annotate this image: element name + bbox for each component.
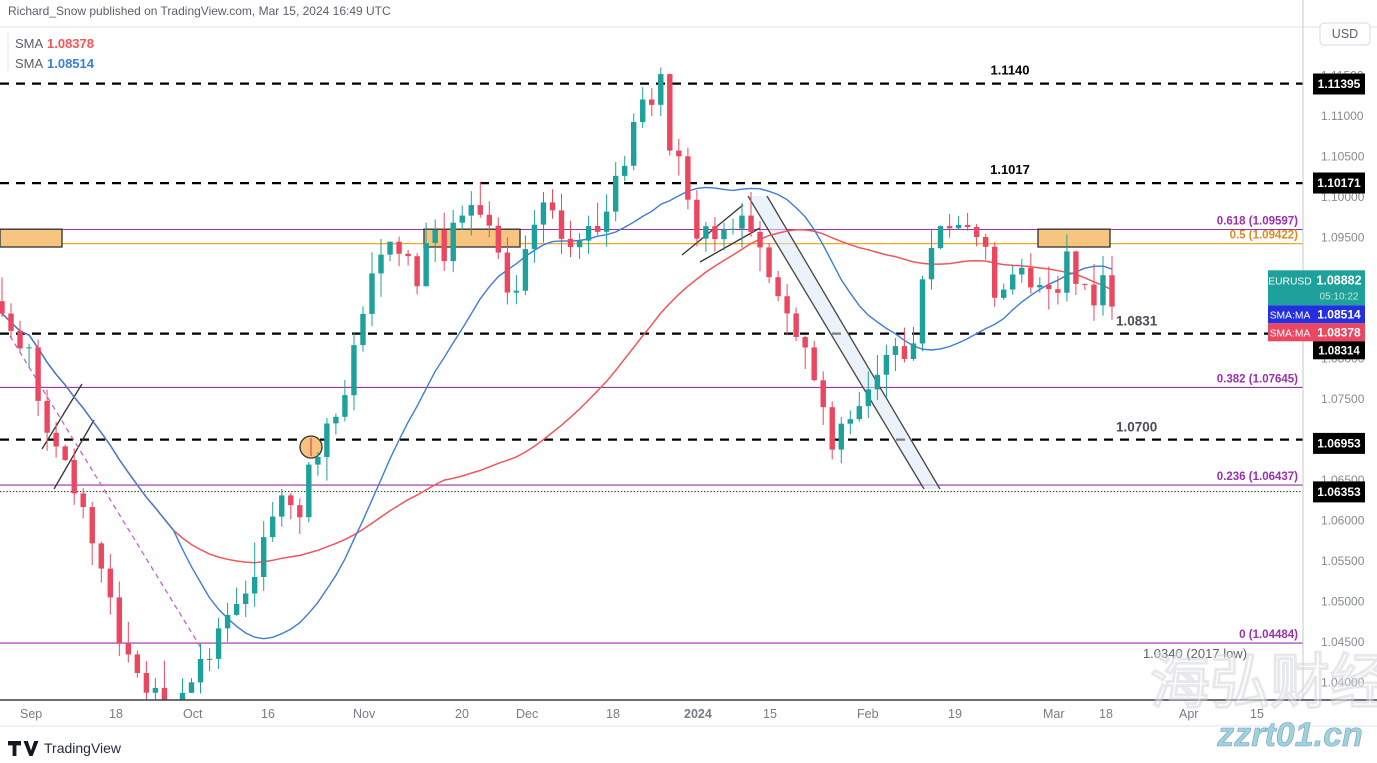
- svg-text:19: 19: [948, 707, 962, 721]
- svg-text:1.08514: 1.08514: [1317, 307, 1361, 321]
- svg-text:1.08882: 1.08882: [1316, 273, 1361, 287]
- svg-text:1.0831: 1.0831: [1116, 314, 1158, 329]
- svg-text:SMA:MA: SMA:MA: [1270, 328, 1311, 339]
- svg-text:Oct: Oct: [183, 707, 203, 721]
- svg-text:SMA: SMA: [15, 36, 44, 51]
- svg-text:Richard_Snow published on Trad: Richard_Snow published on TradingView.co…: [8, 4, 391, 18]
- svg-text:1.11395: 1.11395: [1318, 77, 1361, 91]
- svg-text:2024: 2024: [684, 707, 712, 721]
- svg-text:1.1140: 1.1140: [990, 63, 1029, 78]
- svg-text:18: 18: [109, 707, 123, 721]
- svg-text:Mar: Mar: [1043, 707, 1065, 721]
- svg-text:15: 15: [763, 707, 777, 721]
- svg-text:1.10500: 1.10500: [1321, 149, 1365, 163]
- svg-text:TradingView: TradingView: [44, 740, 122, 756]
- svg-text:1.07500: 1.07500: [1321, 392, 1365, 406]
- svg-text:Nov: Nov: [353, 707, 376, 721]
- svg-text:1.05000: 1.05000: [1321, 594, 1365, 608]
- svg-text:1.06953: 1.06953: [1317, 436, 1361, 450]
- svg-text:1.11000: 1.11000: [1321, 109, 1364, 123]
- svg-text:0.5 (1.09422): 0.5 (1.09422): [1230, 230, 1299, 242]
- svg-text:USD: USD: [1332, 27, 1358, 41]
- svg-text:0.382 (1.07645): 0.382 (1.07645): [1217, 373, 1298, 385]
- svg-text:Sep: Sep: [20, 707, 42, 721]
- svg-text:0 (1.04484): 0 (1.04484): [1239, 629, 1298, 641]
- svg-text:1.0700: 1.0700: [1116, 420, 1157, 435]
- svg-text:1.04500: 1.04500: [1321, 635, 1365, 649]
- svg-text:SMA: SMA: [15, 56, 44, 71]
- svg-text:EURUSD: EURUSD: [1268, 276, 1311, 287]
- svg-text:0.236 (1.06437): 0.236 (1.06437): [1217, 471, 1298, 483]
- svg-text:20: 20: [455, 707, 469, 721]
- svg-text:1.06353: 1.06353: [1317, 485, 1361, 499]
- svg-text:1.05500: 1.05500: [1321, 554, 1365, 568]
- svg-text:0.618 (1.09597): 0.618 (1.09597): [1217, 216, 1298, 228]
- svg-text:1.06000: 1.06000: [1321, 514, 1365, 528]
- svg-text:1.08314: 1.08314: [1318, 345, 1360, 357]
- svg-text:16: 16: [261, 707, 275, 721]
- svg-text:海弘财经: 海弘财经: [1150, 649, 1377, 716]
- svg-text:Dec: Dec: [516, 707, 538, 721]
- svg-text:05:10:22: 05:10:22: [1320, 291, 1359, 302]
- svg-text:SMA:MA: SMA:MA: [1270, 310, 1311, 321]
- svg-text:1.10171: 1.10171: [1317, 176, 1361, 190]
- svg-text:18: 18: [606, 707, 620, 721]
- svg-text:18: 18: [1099, 707, 1113, 721]
- svg-text:zzrt01.cn: zzrt01.cn: [1216, 716, 1363, 754]
- svg-text:Feb: Feb: [857, 707, 879, 721]
- svg-text:1.08378: 1.08378: [1317, 325, 1361, 339]
- svg-text:1.08378: 1.08378: [47, 36, 94, 51]
- svg-text:1.08514: 1.08514: [47, 56, 95, 71]
- svg-text:1.09500: 1.09500: [1321, 230, 1365, 244]
- svg-text:1.1017: 1.1017: [990, 162, 1030, 177]
